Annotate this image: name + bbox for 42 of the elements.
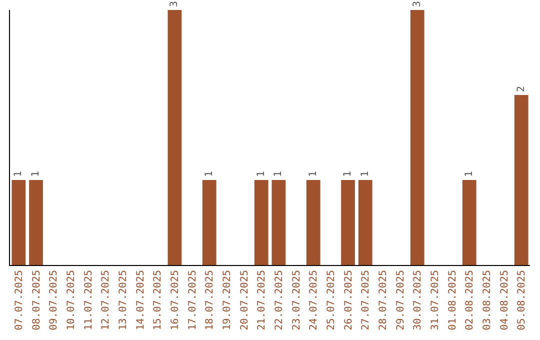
x-tick-label: 28.07.2025 bbox=[378, 270, 389, 330]
x-tick-label: 03.08.2025 bbox=[482, 270, 493, 330]
x-tick-label: 12.07.2025 bbox=[100, 270, 112, 330]
x-tick-label: 09.07.2025 bbox=[48, 270, 60, 330]
x-tick-label: 24.07.2025 bbox=[308, 270, 320, 330]
data-label: 1 bbox=[464, 170, 475, 177]
x-tick-label: 23.07.2025 bbox=[291, 270, 302, 330]
x-tick-label: 17.07.2025 bbox=[187, 270, 198, 330]
x-tick-label: 11.07.2025 bbox=[83, 270, 94, 330]
x-tick-label: 26.07.2025 bbox=[343, 270, 354, 330]
x-tick-label: 04.08.2025 bbox=[499, 270, 510, 330]
data-label: 1 bbox=[308, 170, 319, 177]
data-label: 1 bbox=[30, 170, 42, 177]
x-tick-label: 29.07.2025 bbox=[395, 270, 406, 330]
x-tick-label: 13.07.2025 bbox=[118, 270, 129, 330]
data-label: 1 bbox=[256, 170, 267, 177]
x-tick-label: 30.07.2025 bbox=[412, 270, 424, 330]
data-label: 3 bbox=[412, 0, 423, 7]
x-tick-label: 05.08.2025 bbox=[516, 270, 528, 330]
x-tick-label: 07.07.2025 bbox=[14, 270, 25, 330]
x-tick-label: 15.07.2025 bbox=[152, 270, 164, 330]
x-tick-label: 01.08.2025 bbox=[447, 270, 458, 330]
x-tick-label: 25.07.2025 bbox=[326, 270, 337, 330]
data-label: 1 bbox=[342, 170, 354, 177]
x-tick-label: 14.07.2025 bbox=[135, 270, 146, 330]
x-tick-label: 02.08.2025 bbox=[464, 270, 476, 330]
data-label: 2 bbox=[516, 86, 527, 92]
data-label: 1 bbox=[13, 170, 24, 177]
x-tick-label: 22.07.2025 bbox=[274, 270, 285, 330]
x-tick-label: 10.07.2025 bbox=[66, 270, 77, 330]
x-tick-label: 18.07.2025 bbox=[204, 270, 216, 330]
x-tick-label: 16.07.2025 bbox=[170, 270, 181, 330]
x-tick-label: 31.07.2025 bbox=[430, 270, 441, 330]
x-tick-label: 21.07.2025 bbox=[256, 270, 268, 330]
data-label: 1 bbox=[273, 170, 284, 177]
x-tick-label: 19.07.2025 bbox=[222, 270, 233, 330]
data-label: 1 bbox=[204, 170, 215, 177]
data-label: 3 bbox=[169, 0, 180, 7]
x-tick-label: 27.07.2025 bbox=[360, 270, 372, 330]
data-label: 1 bbox=[360, 170, 371, 177]
x-tick-label: 08.07.2025 bbox=[31, 270, 42, 330]
x-tick-label: 20.07.2025 bbox=[239, 270, 250, 330]
